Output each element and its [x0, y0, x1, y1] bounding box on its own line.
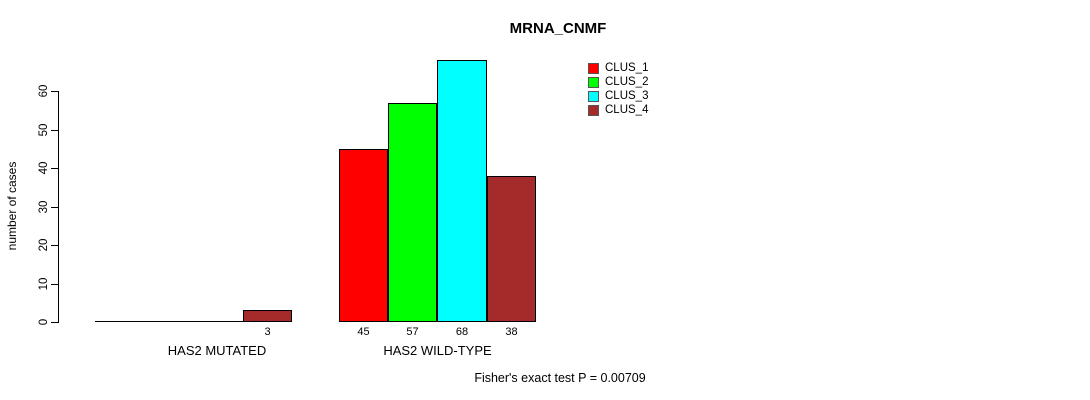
- bar-value-label: 68: [455, 326, 469, 338]
- y-axis-line: [58, 91, 59, 323]
- y-axis-tick-label: 60: [38, 84, 50, 98]
- legend-label: CLUS_1: [605, 62, 649, 74]
- bar-value-label: 3: [264, 326, 271, 338]
- legend-swatch: [588, 76, 599, 88]
- legend-item: CLUS_4: [588, 103, 648, 117]
- legend-swatch: [588, 104, 599, 116]
- fisher-test-annotation: Fisher's exact test P = 0.00709: [474, 371, 646, 385]
- legend-label: CLUS_3: [605, 90, 649, 102]
- x-axis-group-label: HAS2 WILD-TYPE: [383, 343, 492, 358]
- legend-swatch: [588, 62, 599, 74]
- y-axis-tick: [51, 207, 58, 208]
- x-axis-group-label: HAS2 MUTATED: [167, 343, 267, 358]
- legend-label: CLUS_4: [605, 104, 649, 116]
- legend-label: CLUS_2: [605, 76, 649, 88]
- zero-height-bar: [95, 321, 144, 322]
- bar-value-label: 38: [505, 326, 518, 338]
- zero-height-bar: [144, 321, 193, 322]
- bar: [339, 149, 388, 322]
- legend-swatch: [588, 90, 599, 102]
- y-axis-tick: [51, 284, 58, 285]
- bar: [487, 176, 536, 322]
- y-axis-tick: [51, 130, 58, 131]
- y-axis-tick-label: 10: [38, 277, 50, 291]
- y-axis-tick-label: 30: [38, 200, 50, 214]
- bar-value-label: 45: [357, 326, 370, 338]
- legend-item: CLUS_1: [588, 61, 648, 75]
- y-axis-tick: [51, 245, 58, 246]
- legend-item: CLUS_3: [588, 89, 648, 103]
- chart-title: MRNA_CNMF: [509, 20, 607, 37]
- bar-value-label: 57: [406, 326, 419, 338]
- y-axis-tick-label: 0: [38, 318, 50, 326]
- bar: [388, 103, 437, 322]
- y-axis-tick: [51, 322, 58, 323]
- legend: CLUS_1 CLUS_2 CLUS_3 CLUS_4: [588, 61, 648, 117]
- y-axis-tick-label: 50: [38, 123, 50, 137]
- y-axis-tick: [51, 168, 58, 169]
- y-axis-label: number of cases: [5, 161, 19, 251]
- zero-height-bar: [193, 321, 243, 322]
- legend-item: CLUS_2: [588, 75, 648, 89]
- bar: [437, 60, 487, 322]
- y-axis-tick-label: 20: [38, 238, 50, 252]
- y-axis-tick-label: 40: [38, 161, 50, 175]
- bar: [243, 310, 292, 322]
- y-axis-tick: [51, 91, 58, 92]
